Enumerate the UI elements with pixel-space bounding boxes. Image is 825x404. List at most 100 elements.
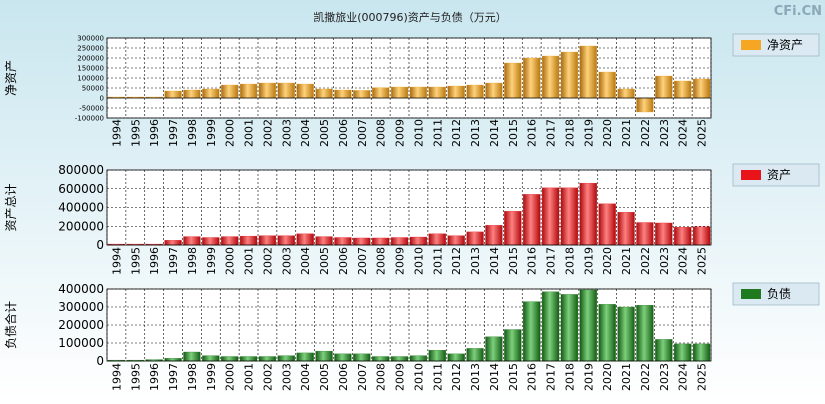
x-tick-label: 2009 (394, 363, 407, 391)
bar-assets (598, 203, 616, 246)
bar-liabilities (598, 304, 616, 362)
x-tick-label: 1996 (148, 119, 161, 147)
bar-liabilities (239, 356, 258, 362)
x-tick-label: 1999 (205, 363, 218, 391)
x-tick-label: 2022 (639, 247, 652, 275)
bar-assets (466, 231, 484, 246)
bar-equity (523, 57, 541, 99)
x-tick-label: 2006 (337, 247, 350, 275)
x-tick-label: 1997 (167, 119, 180, 147)
bar-liabilities (296, 352, 314, 362)
bar-equity (674, 80, 692, 99)
plot-frame (106, 169, 712, 246)
y-tick-label: 100000 (58, 336, 104, 350)
bar-liabilities (428, 350, 446, 362)
x-tick-label: 1999 (205, 119, 218, 147)
x-tick-label: 2018 (563, 119, 576, 147)
x-tick-label: 1995 (129, 247, 142, 275)
bar-equity (390, 86, 409, 99)
bar-assets (221, 236, 239, 246)
bar-assets (541, 187, 560, 246)
bar-assets (296, 233, 314, 246)
legend-label: 净资产 (767, 38, 803, 52)
y-tick-label: 50000 (82, 84, 104, 92)
bar-equity (560, 51, 579, 99)
y-tick-label: 150000 (77, 64, 104, 72)
x-tick-label: 2002 (261, 119, 274, 147)
x-tick-label: 2000 (224, 119, 237, 147)
y-tick-label: 200000 (58, 219, 104, 233)
x-tick-label: 2007 (356, 119, 369, 147)
y-tick-label: 100000 (77, 74, 104, 82)
bar-equity (428, 86, 446, 99)
bar-equity (183, 89, 201, 99)
x-tick-label: 2021 (620, 363, 633, 391)
x-tick-label: 2010 (412, 247, 425, 275)
bar-assets (485, 225, 503, 246)
bar-equity (277, 82, 295, 99)
watermark: CFi.CN (774, 4, 822, 19)
x-tick-label: 2002 (261, 247, 274, 275)
x-tick-label: 2012 (450, 119, 463, 147)
y-tick-label: 300000 (77, 34, 104, 42)
x-tick-label: 2009 (394, 247, 407, 275)
x-tick-label: 2009 (394, 119, 407, 147)
bar-liabilities (692, 343, 711, 362)
x-tick-label: 2008 (375, 247, 388, 275)
x-tick-label: 2017 (545, 247, 558, 275)
x-tick-label: 1998 (186, 363, 199, 391)
x-tick-label: 2023 (658, 247, 671, 275)
bar-liabilities (636, 305, 654, 362)
x-tick-label: 2020 (601, 119, 614, 147)
bar-equity (579, 45, 597, 99)
legend-box (732, 33, 820, 57)
y-axis-title: 资产总计 (4, 183, 18, 231)
x-tick-label: 1995 (129, 363, 142, 391)
x-tick-label: 1994 (110, 363, 123, 391)
x-tick-label: 2016 (526, 363, 539, 391)
panel-liabilities: 0 100000 200000 300000 400000 1994 1995 1996 199… (3, 282, 820, 391)
y-tick-label: 0 (96, 354, 104, 368)
x-tick-label: 2003 (280, 247, 293, 275)
bar-equity (598, 71, 616, 99)
x-tick-label: 2014 (488, 363, 501, 391)
bar-liabilities (523, 301, 541, 362)
y-tick-label: 250000 (77, 44, 104, 52)
bar-assets (353, 237, 371, 246)
legend-box (732, 282, 820, 306)
legend-label: 负债 (767, 287, 791, 301)
x-tick-label: 2019 (582, 119, 595, 147)
bar-equity (541, 55, 560, 99)
bar-equity (239, 83, 258, 99)
bar-liabilities (579, 289, 597, 362)
bar-assets (202, 237, 220, 246)
chart-title: 凯撒旅业(000796)资产与负债（万元） (313, 10, 507, 24)
bar-equity (692, 78, 711, 99)
bar-assets (617, 212, 635, 246)
y-tick-label: 300000 (58, 300, 104, 314)
bar-liabilities (277, 355, 295, 362)
legend-swatch (741, 40, 761, 50)
x-tick-label: 1994 (110, 247, 123, 275)
bar-assets (655, 222, 673, 246)
x-tick-label: 2024 (677, 363, 690, 391)
x-tick-label: 2004 (299, 247, 312, 275)
bar-assets (579, 182, 597, 246)
bar-assets (239, 235, 258, 246)
x-tick-label: 2005 (318, 247, 331, 275)
x-tick-label: 1997 (167, 363, 180, 391)
bar-assets (674, 227, 692, 246)
x-tick-label: 2024 (677, 119, 690, 147)
y-tick-label: 400000 (58, 282, 104, 296)
bar-equity (221, 84, 239, 99)
x-tick-label: 2013 (469, 363, 482, 391)
bar-equity (164, 90, 182, 99)
bar-liabilities (466, 348, 484, 362)
bar-liabilities (372, 356, 390, 362)
bar-liabilities (353, 353, 371, 362)
bar-equity (485, 82, 503, 99)
x-tick-label: 1996 (148, 247, 161, 275)
bar-liabilities (674, 343, 692, 362)
x-tick-label: 2022 (639, 119, 652, 147)
bar-equity (447, 85, 465, 99)
